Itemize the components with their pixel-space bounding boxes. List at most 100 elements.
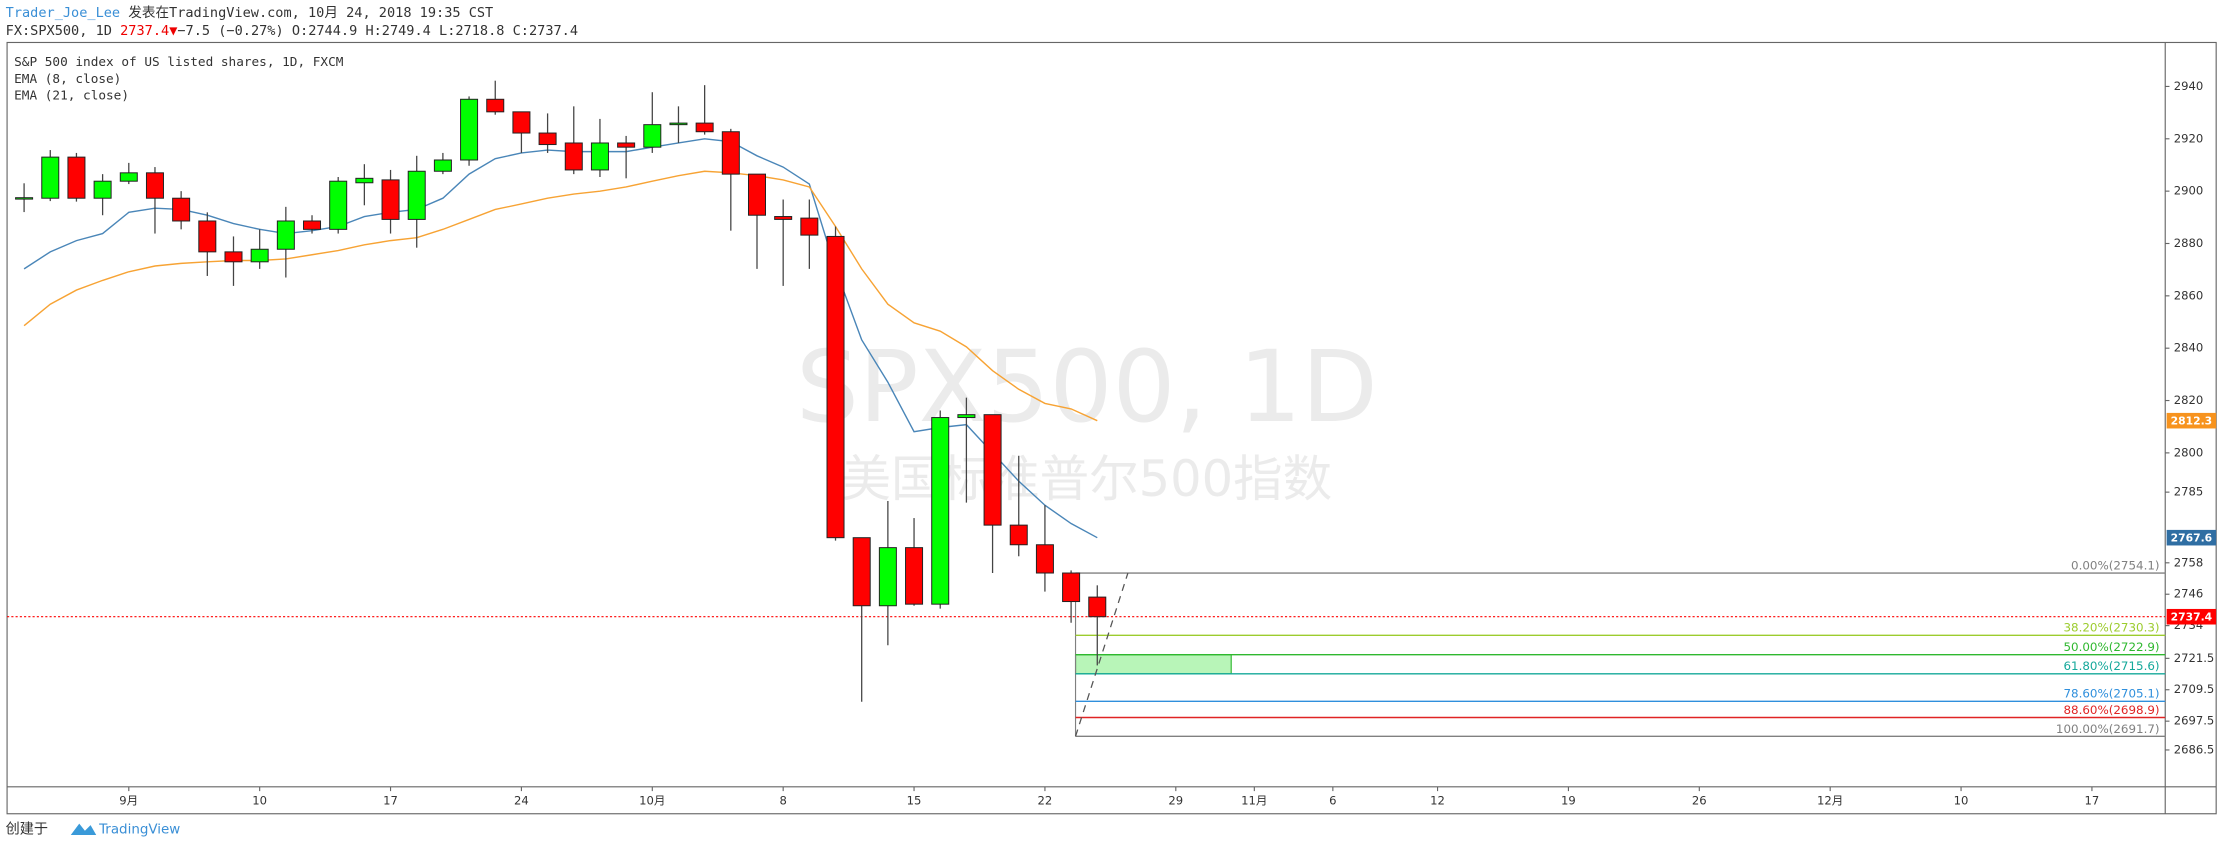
candle-body — [119, 172, 138, 182]
footer-created: 创建于 — [6, 821, 48, 837]
fib-label: 61.80%(2715.6) — [2063, 659, 2159, 673]
symbol: FX:SPX500, 1D — [6, 23, 112, 39]
x-tick-label: 10 — [252, 794, 267, 808]
header-line-1: Trader_Joe_Lee 发表在TradingView.com, 10月 2… — [6, 5, 494, 21]
fib-label: 50.00%(2722.9) — [2063, 640, 2159, 654]
low: L:2718.8 — [439, 23, 504, 39]
y-tick-label: 2920 — [2174, 131, 2204, 145]
x-tick-label: 11月 — [1241, 794, 1267, 808]
candle-body — [617, 142, 636, 148]
ema-line — [23, 170, 1098, 422]
x-tick-label: 10月 — [639, 794, 665, 808]
candle-body — [852, 537, 871, 607]
y-tick-label: 2746 — [2174, 587, 2204, 601]
watermark-symbol: SPX500, 1D — [796, 330, 1378, 445]
legend-entry: EMA (21, close) — [14, 89, 129, 104]
x-tick-label: 29 — [1168, 794, 1183, 808]
x-tick-label: 12 — [1430, 794, 1445, 808]
header-line-2: FX:SPX500, 1D 2737.4▼−7.5 (−0.27%) O:274… — [6, 23, 578, 39]
legend-entry: EMA (8, close) — [14, 72, 121, 87]
x-tick-label: 15 — [907, 794, 922, 808]
y-tick-label: 2900 — [2174, 184, 2204, 198]
candle-body — [381, 179, 400, 220]
candle-body — [695, 122, 714, 133]
candle-body — [983, 414, 1002, 526]
candle-body — [41, 156, 60, 199]
y-tick-label: 2758 — [2174, 555, 2204, 569]
author[interactable]: Trader_Joe_Lee — [6, 5, 120, 21]
candle-body — [486, 98, 505, 113]
candle-body — [957, 414, 976, 419]
fib-label: 100.00%(2691.7) — [2056, 722, 2160, 736]
x-tick-label: 17 — [383, 794, 398, 808]
candle-body — [538, 132, 557, 146]
change-arrow: ▼ — [169, 23, 178, 39]
candle-body — [407, 170, 426, 220]
price-tag — [2166, 608, 2217, 625]
price-tag — [2166, 412, 2217, 429]
price-tag-label: 2812.3 — [2171, 414, 2212, 427]
candle-body — [564, 142, 583, 171]
x-tick-label: 19 — [1561, 794, 1576, 808]
change: −7.5 (−0.27%) — [177, 23, 283, 39]
price-tag-label: 2767.6 — [2171, 531, 2212, 544]
x-tick-label: 24 — [514, 794, 529, 808]
candle-body — [93, 180, 112, 199]
candle-body — [905, 547, 924, 605]
candle-body — [303, 220, 322, 230]
candle-body — [460, 98, 479, 161]
y-tick-label: 2840 — [2174, 341, 2204, 355]
y-tick-label: 2785 — [2174, 485, 2204, 499]
candle-body — [250, 248, 269, 263]
published: 发表在TradingView.com, 10月 24, 2018 19:35 C… — [120, 5, 493, 21]
candle-body — [145, 172, 164, 199]
y-tick-label: 2686.5 — [2174, 742, 2215, 756]
high: H:2749.4 — [365, 23, 430, 39]
candle-body — [1035, 544, 1054, 574]
watermark: SPX500, 1D 美国标准普尔500指数 — [796, 330, 1378, 508]
close: C:2737.4 — [513, 23, 578, 39]
fib-label: 38.20%(2730.3) — [2063, 621, 2159, 635]
ema-line — [23, 138, 1098, 539]
y-tick-label: 2800 — [2174, 445, 2204, 459]
candle-body — [433, 159, 452, 172]
candle-body — [590, 142, 609, 171]
x-tick-label: 22 — [1038, 794, 1053, 808]
candle-body — [329, 180, 348, 230]
price-tag-label: 2737.4 — [2171, 610, 2212, 623]
candle-body — [721, 131, 740, 175]
candle-body — [878, 547, 897, 607]
x-tick-label: 10 — [1954, 794, 1969, 808]
candle-body — [355, 177, 374, 184]
candle-body — [931, 417, 950, 605]
candle-body — [643, 124, 662, 148]
y-tick-label: 2697.5 — [2174, 714, 2215, 728]
y-tick-label: 2860 — [2174, 288, 2204, 302]
plot-layer: 2940 2920 2900 2880 2860 2840 2820 2800 2785 2758… — [7, 79, 2217, 808]
candle-body — [224, 251, 243, 263]
candle-body — [1088, 596, 1107, 618]
last-price: 2737.4 — [120, 23, 169, 39]
candle-body — [276, 220, 295, 250]
x-tick-label: 26 — [1692, 794, 1707, 808]
candle-body — [198, 220, 217, 253]
y-tick-label: 2721.5 — [2174, 651, 2215, 665]
candle-body — [669, 122, 688, 126]
fib-label: 88.60%(2698.9) — [2063, 703, 2159, 717]
fib-label: 0.00%(2754.1) — [2071, 558, 2160, 572]
x-tick-label: 12月 — [1817, 794, 1843, 808]
watermark-description: 美国标准普尔500指数 — [842, 450, 1333, 508]
candle-body — [747, 173, 766, 216]
x-tick-label: 6 — [1329, 794, 1336, 808]
footer-brand[interactable]: TradingView — [98, 822, 180, 837]
fib-zone — [1074, 654, 1232, 675]
price-tag — [2166, 529, 2217, 546]
footer-logo — [70, 823, 97, 835]
x-tick-label: 9月 — [119, 794, 138, 808]
candle-body — [1009, 524, 1028, 546]
fib-label: 78.60%(2705.1) — [2063, 687, 2159, 701]
candle-body — [774, 216, 793, 220]
y-tick-label: 2709.5 — [2174, 682, 2215, 696]
